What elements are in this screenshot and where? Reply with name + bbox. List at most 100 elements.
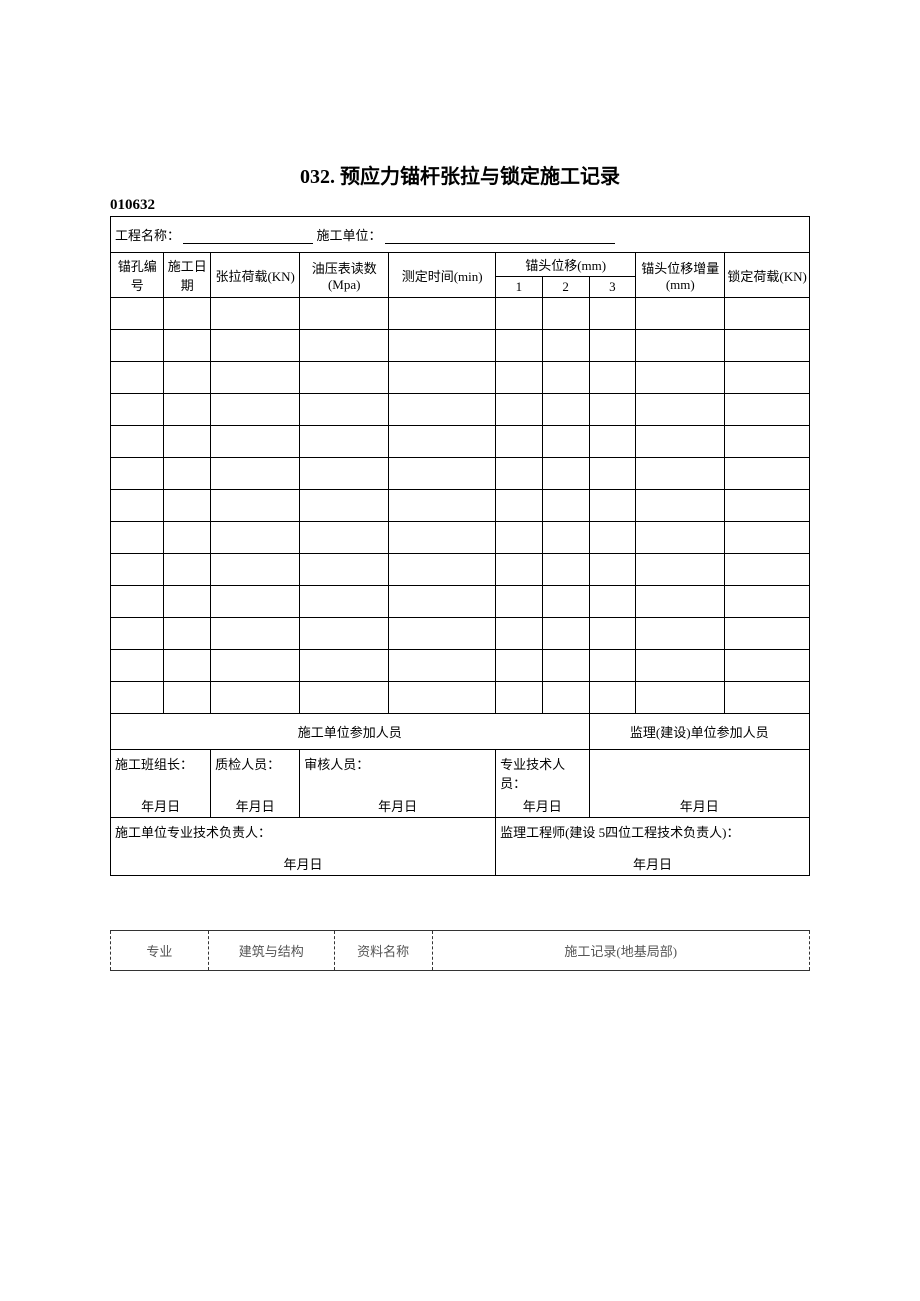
data-cell[interactable] (389, 458, 496, 490)
data-cell[interactable] (211, 522, 300, 554)
data-cell[interactable] (389, 490, 496, 522)
data-cell[interactable] (542, 330, 589, 362)
data-cell[interactable] (589, 394, 636, 426)
data-cell[interactable] (496, 554, 543, 586)
data-cell[interactable] (589, 426, 636, 458)
data-cell[interactable] (496, 586, 543, 618)
data-cell[interactable] (725, 682, 810, 714)
data-cell[interactable] (211, 490, 300, 522)
data-cell[interactable] (211, 458, 300, 490)
data-cell[interactable] (589, 586, 636, 618)
data-cell[interactable] (164, 650, 211, 682)
data-cell[interactable] (111, 618, 164, 650)
data-cell[interactable] (636, 458, 725, 490)
data-cell[interactable] (542, 362, 589, 394)
data-cell[interactable] (542, 522, 589, 554)
data-cell[interactable] (164, 458, 211, 490)
data-cell[interactable] (589, 554, 636, 586)
data-cell[interactable] (496, 458, 543, 490)
data-cell[interactable] (111, 362, 164, 394)
data-cell[interactable] (300, 426, 389, 458)
data-cell[interactable] (164, 362, 211, 394)
data-cell[interactable] (300, 298, 389, 330)
data-cell[interactable] (496, 682, 543, 714)
data-cell[interactable] (300, 490, 389, 522)
data-cell[interactable] (589, 298, 636, 330)
data-cell[interactable] (636, 426, 725, 458)
data-cell[interactable] (496, 298, 543, 330)
data-cell[interactable] (496, 426, 543, 458)
data-cell[interactable] (636, 522, 725, 554)
data-cell[interactable] (389, 522, 496, 554)
data-cell[interactable] (111, 682, 164, 714)
data-cell[interactable] (111, 586, 164, 618)
team-leader-cell[interactable]: 施工班组长： 年月日 (111, 750, 211, 818)
data-cell[interactable] (636, 586, 725, 618)
data-cell[interactable] (542, 458, 589, 490)
data-cell[interactable] (164, 490, 211, 522)
data-cell[interactable] (211, 362, 300, 394)
data-cell[interactable] (542, 394, 589, 426)
data-cell[interactable] (496, 522, 543, 554)
data-cell[interactable] (164, 586, 211, 618)
data-cell[interactable] (389, 298, 496, 330)
data-cell[interactable] (211, 650, 300, 682)
data-cell[interactable] (300, 330, 389, 362)
qc-cell[interactable]: 质检人员： 年月日 (211, 750, 300, 818)
data-cell[interactable] (164, 618, 211, 650)
data-cell[interactable] (725, 426, 810, 458)
data-cell[interactable] (389, 682, 496, 714)
data-cell[interactable] (542, 650, 589, 682)
data-cell[interactable] (111, 394, 164, 426)
data-cell[interactable] (636, 394, 725, 426)
data-cell[interactable] (164, 522, 211, 554)
data-cell[interactable] (300, 586, 389, 618)
data-cell[interactable] (111, 298, 164, 330)
data-cell[interactable] (111, 330, 164, 362)
data-cell[interactable] (389, 650, 496, 682)
data-cell[interactable] (300, 394, 389, 426)
data-cell[interactable] (164, 426, 211, 458)
data-cell[interactable] (300, 618, 389, 650)
construction-unit-input[interactable] (385, 231, 615, 244)
project-name-input[interactable] (183, 231, 313, 244)
data-cell[interactable] (725, 298, 810, 330)
data-cell[interactable] (211, 586, 300, 618)
construction-tech-lead-cell[interactable]: 施工单位专业技术负责人： 年月日 (111, 818, 496, 876)
data-cell[interactable] (496, 362, 543, 394)
data-cell[interactable] (111, 650, 164, 682)
tech-personnel-cell[interactable]: 专业技术人员： 年月日 (496, 750, 589, 818)
data-cell[interactable] (725, 394, 810, 426)
data-cell[interactable] (636, 330, 725, 362)
data-cell[interactable] (542, 490, 589, 522)
data-cell[interactable] (300, 650, 389, 682)
data-cell[interactable] (636, 618, 725, 650)
data-cell[interactable] (589, 362, 636, 394)
data-cell[interactable] (111, 426, 164, 458)
data-cell[interactable] (111, 522, 164, 554)
data-cell[interactable] (211, 330, 300, 362)
data-cell[interactable] (589, 490, 636, 522)
data-cell[interactable] (725, 554, 810, 586)
data-cell[interactable] (636, 490, 725, 522)
data-cell[interactable] (389, 554, 496, 586)
data-cell[interactable] (164, 298, 211, 330)
data-cell[interactable] (164, 330, 211, 362)
data-cell[interactable] (725, 490, 810, 522)
data-cell[interactable] (111, 490, 164, 522)
data-cell[interactable] (300, 682, 389, 714)
data-cell[interactable] (636, 362, 725, 394)
data-cell[interactable] (211, 298, 300, 330)
data-cell[interactable] (496, 330, 543, 362)
data-cell[interactable] (725, 522, 810, 554)
data-cell[interactable] (211, 426, 300, 458)
data-cell[interactable] (542, 618, 589, 650)
data-cell[interactable] (542, 586, 589, 618)
reviewer-cell[interactable]: 审核人员： 年月日 (300, 750, 496, 818)
data-cell[interactable] (211, 394, 300, 426)
data-cell[interactable] (636, 650, 725, 682)
data-cell[interactable] (164, 682, 211, 714)
data-cell[interactable] (211, 618, 300, 650)
data-cell[interactable] (111, 458, 164, 490)
data-cell[interactable] (496, 394, 543, 426)
